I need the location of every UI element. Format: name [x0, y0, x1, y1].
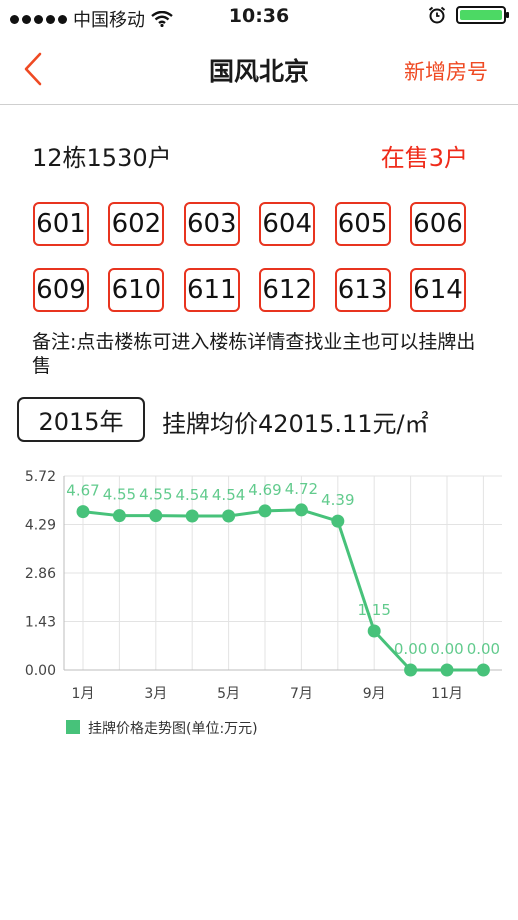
- data-label: 4.55: [139, 486, 172, 504]
- data-point: [76, 505, 90, 519]
- wifi-icon: [151, 11, 173, 27]
- data-point: [149, 509, 163, 523]
- x-tick-label: 11月: [431, 686, 463, 702]
- data-label: 4.39: [321, 491, 354, 509]
- battery-icon: [456, 6, 509, 24]
- data-point: [112, 509, 126, 523]
- alarm-clock-icon: [428, 6, 446, 24]
- data-point: [404, 663, 418, 677]
- data-point: [294, 503, 308, 517]
- x-tick-label: 3月: [144, 686, 167, 702]
- data-label: 1.15: [357, 601, 390, 619]
- data-label: 0.00: [394, 640, 427, 658]
- y-tick-label: 0.00: [25, 663, 56, 679]
- y-tick-label: 4.29: [25, 518, 56, 534]
- legend-swatch: [66, 720, 80, 734]
- data-label: 0.00: [467, 640, 500, 658]
- room-button[interactable]: 604: [259, 202, 316, 246]
- data-point: [222, 509, 236, 523]
- x-tick-label: 9月: [363, 686, 386, 702]
- navigation-bar: 国风北京 新增房号: [0, 34, 518, 105]
- data-label: 0.00: [430, 640, 463, 658]
- room-button[interactable]: 606: [410, 202, 466, 246]
- chevron-left-icon: [24, 52, 42, 86]
- average-price-label: 挂牌均价42015.11元/㎡: [162, 410, 429, 438]
- data-label: 4.54: [175, 486, 208, 504]
- status-right: [428, 6, 509, 24]
- y-tick-label: 2.86: [25, 566, 56, 582]
- data-point: [367, 624, 381, 638]
- room-button[interactable]: 605: [334, 202, 391, 246]
- status-time: 10:36: [228, 5, 290, 27]
- data-point: [331, 514, 345, 528]
- carrier-name: 中国移动: [73, 10, 145, 31]
- room-button[interactable]: 611: [183, 268, 240, 312]
- data-label: 4.55: [103, 486, 136, 504]
- room-button[interactable]: 610: [108, 268, 165, 312]
- data-point: [258, 504, 272, 518]
- data-point: [440, 663, 454, 677]
- room-button[interactable]: 613: [334, 268, 391, 312]
- data-point: [185, 509, 199, 523]
- data-label: 4.69: [248, 481, 281, 499]
- building-unit-label: 12栋1530户: [32, 144, 172, 172]
- room-button[interactable]: 609: [33, 268, 89, 312]
- remark-text: 备注:点击楼栋可进入楼栋详情查找业主也可以挂牌出售: [32, 331, 476, 377]
- room-button[interactable]: 601: [33, 202, 89, 246]
- room-button[interactable]: 602: [108, 202, 165, 246]
- year-selector-button[interactable]: 2015年: [17, 397, 145, 442]
- signal-strength-icon: [10, 14, 67, 24]
- data-point: [476, 663, 490, 677]
- y-tick-label: 1.43: [25, 615, 56, 631]
- status-bar: 中国移动 10:36: [0, 0, 518, 34]
- room-button[interactable]: 612: [259, 268, 316, 312]
- status-left: 中国移动: [10, 6, 173, 32]
- back-button[interactable]: [22, 52, 44, 90]
- data-label: 4.67: [66, 482, 99, 500]
- data-label: 4.72: [285, 480, 318, 498]
- on-sale-count: 在售3户: [380, 144, 468, 172]
- room-button[interactable]: 603: [183, 202, 240, 246]
- data-label: 4.54: [212, 486, 245, 504]
- legend-label: 挂牌价格走势图(单位:万元): [88, 720, 258, 737]
- x-tick-label: 1月: [72, 686, 95, 702]
- room-button[interactable]: 614: [410, 268, 466, 312]
- y-tick-label: 5.72: [25, 469, 56, 485]
- page-title: 国风北京: [208, 57, 309, 86]
- x-tick-label: 5月: [217, 686, 240, 702]
- add-room-button[interactable]: 新增房号: [404, 60, 488, 84]
- x-tick-label: 7月: [290, 686, 313, 702]
